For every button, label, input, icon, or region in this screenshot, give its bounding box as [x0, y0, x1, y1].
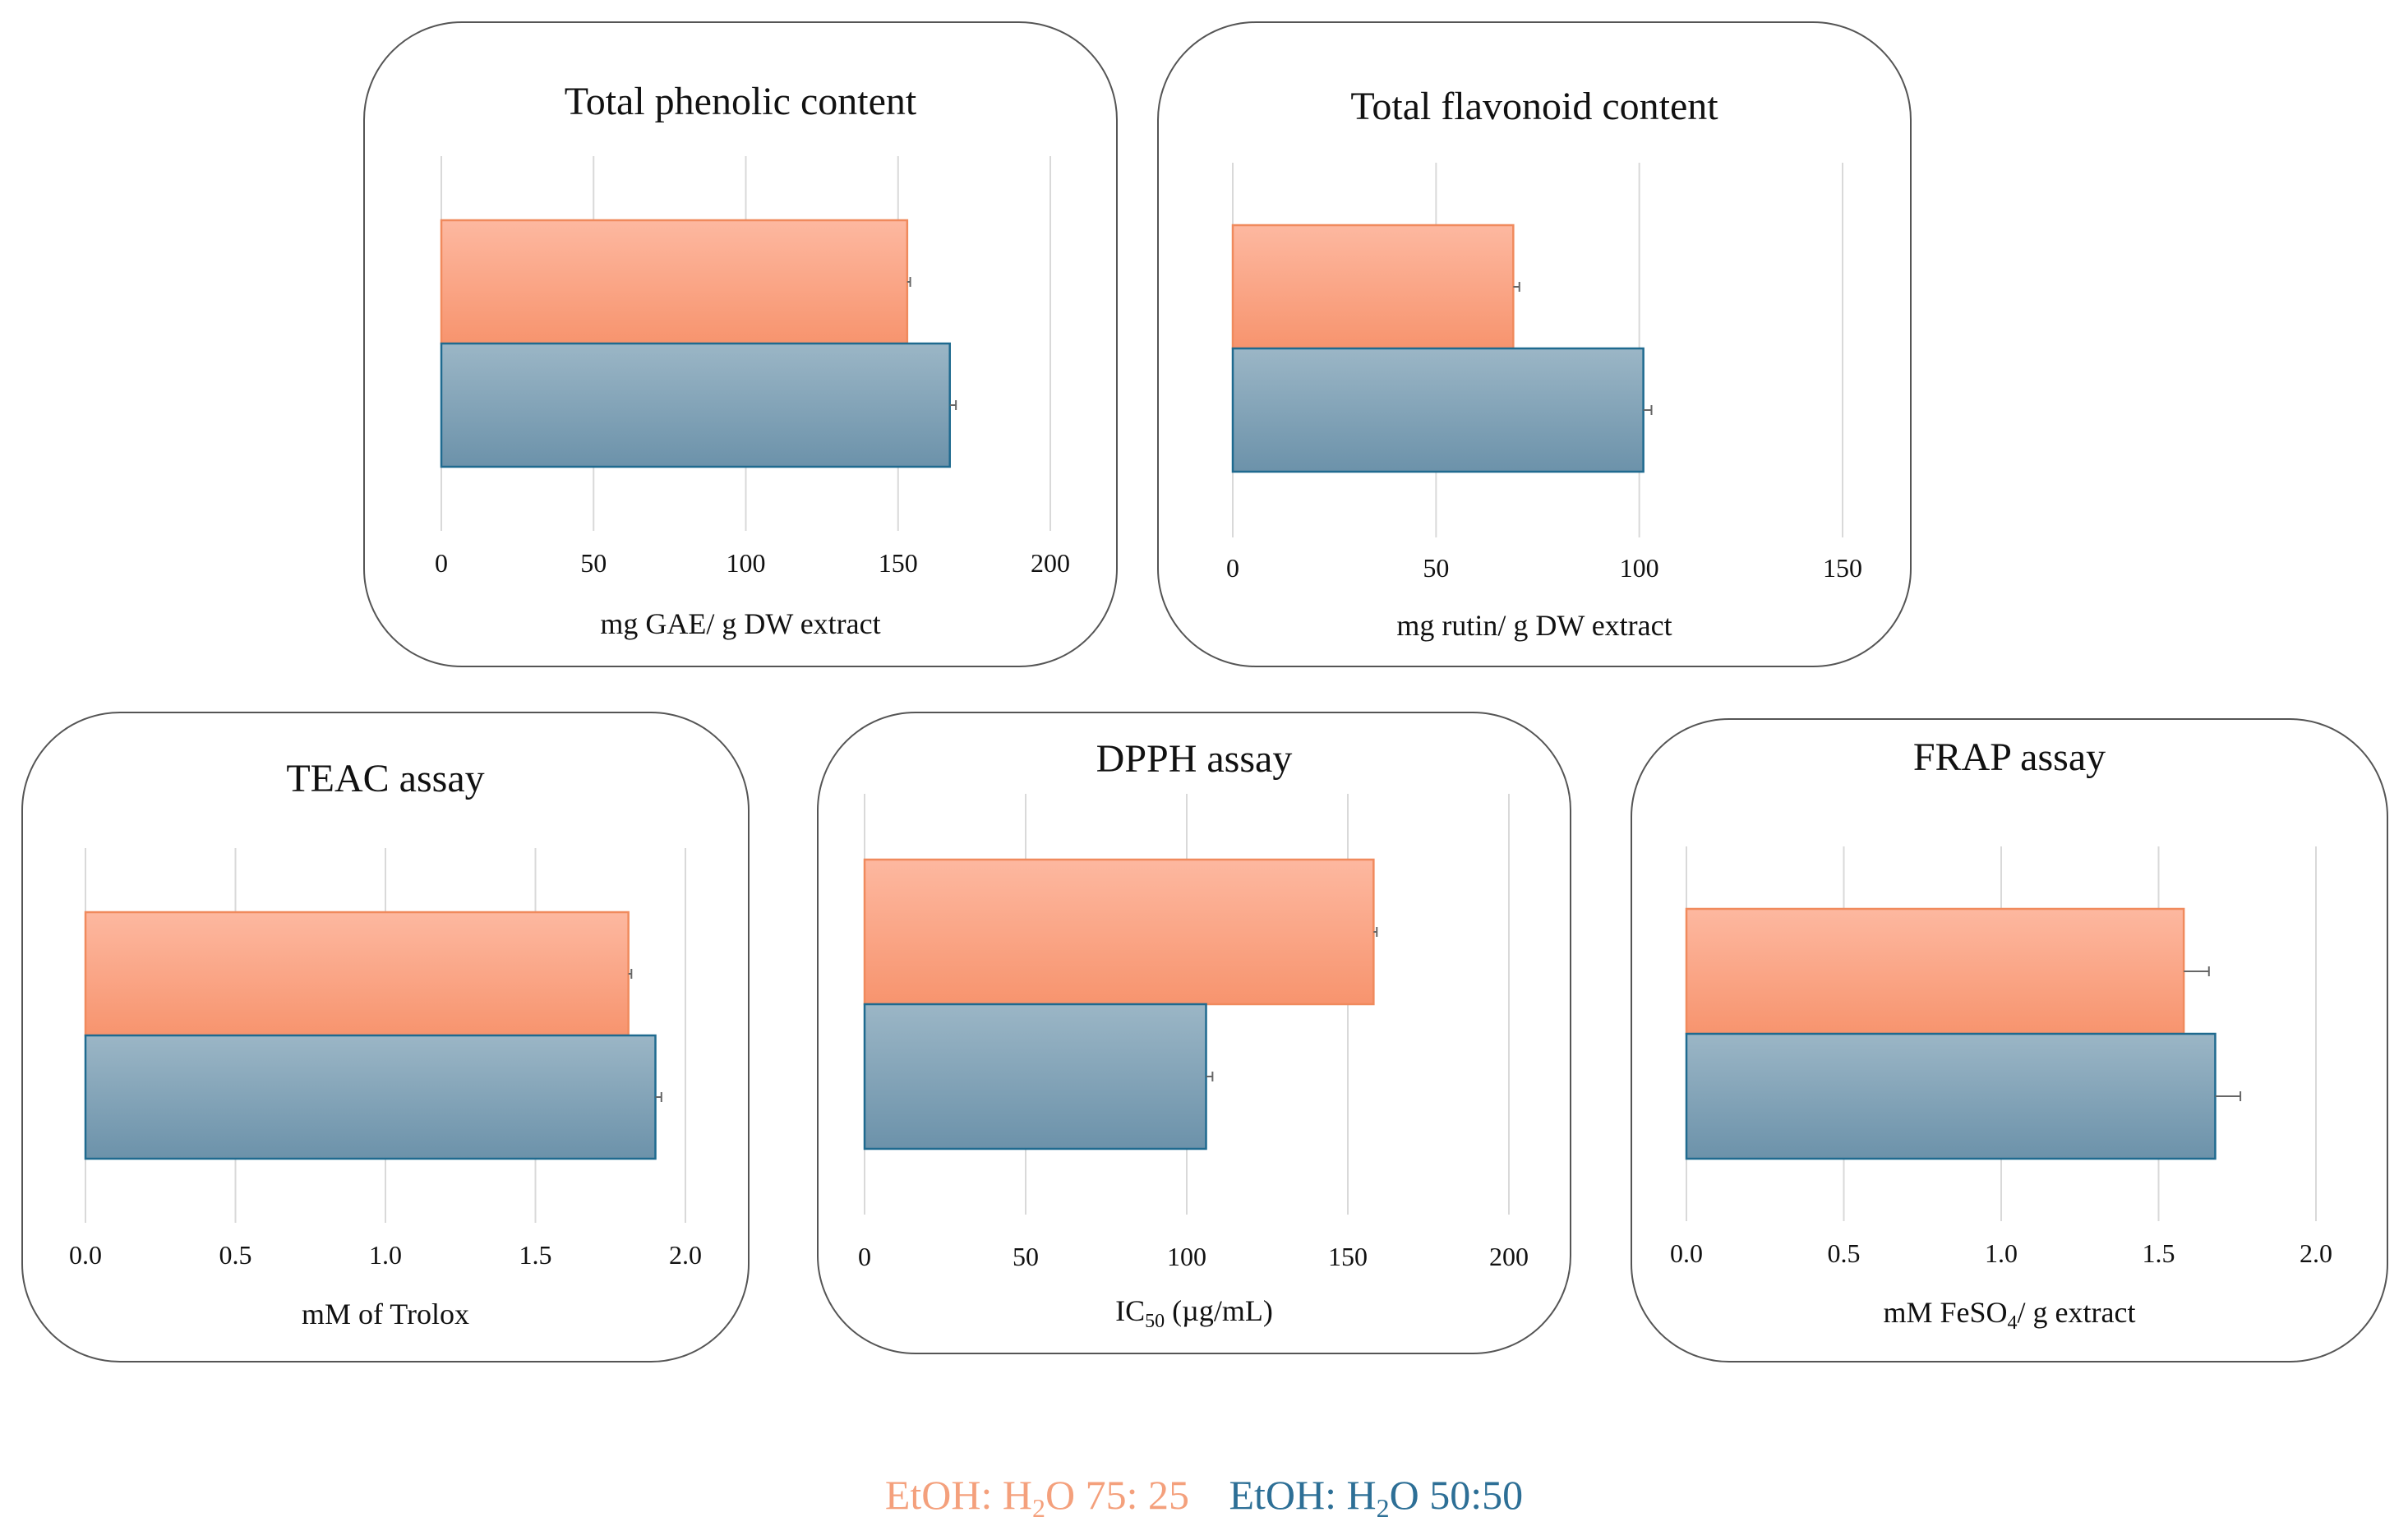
legend-label-suffix: O 50:50 [1389, 1472, 1524, 1518]
chart-title: FRAP assay [1912, 735, 2106, 779]
x-tick-label: 1.5 [519, 1240, 552, 1270]
x-tick-label: 2.0 [669, 1240, 702, 1270]
error-bar [2215, 1091, 2242, 1101]
chart-panel-frap: FRAP assay 0.0 0.5 1.0 1.5 2.0 mM FeSO4/ g e… [1631, 718, 2388, 1362]
x-axis-label: mM FeSO4/ g extract [1632, 1295, 2387, 1333]
x-tick-label: 0 [858, 1242, 871, 1271]
x-tick-label: 0 [1226, 553, 1239, 583]
error-bar [949, 400, 957, 410]
legend-item-etoh-50-50: EtOH: H2O 50:50 [1229, 1472, 1524, 1521]
x-tick-label: 150 [879, 548, 918, 578]
error-bar [1643, 405, 1653, 415]
bar-etoh-75-25 [1685, 907, 2185, 1035]
x-tick-label: 150 [1328, 1242, 1368, 1271]
error-bar [2184, 966, 2210, 976]
error-bar [1206, 1072, 1214, 1081]
x-tick-label: 0.0 [1670, 1238, 1703, 1268]
error-bar [628, 969, 633, 979]
bar-etoh-75-25 [84, 911, 630, 1037]
x-tick-label: 0.5 [1828, 1238, 1861, 1268]
bar-etoh-50-50 [1685, 1032, 2217, 1160]
x-tick-label: 150 [1823, 553, 1862, 583]
x-tick-label: 1.0 [1985, 1238, 2018, 1268]
x-tick-label: 0 [435, 548, 448, 578]
x-axis-label-subscript: 50 [1145, 1311, 1165, 1332]
chart-panel-total-flavonoid: Total flavonoid content 0 50 100 150 mg rut… [1157, 21, 1912, 667]
bar-etoh-50-50 [440, 342, 951, 468]
x-tick-label: 1.5 [2143, 1238, 2175, 1268]
legend-label: EtOH: H [884, 1472, 1032, 1518]
chart-plot: 0 50 100 150 [1226, 163, 1862, 583]
bar-etoh-50-50 [863, 1003, 1207, 1150]
x-tick-label: 200 [1031, 548, 1070, 578]
error-bar [655, 1092, 662, 1102]
x-axis-label: mg rutin/ g DW extract [1396, 609, 1672, 642]
chart-plot: 0.0 0.5 1.0 1.5 2.0 [1670, 846, 2332, 1268]
x-tick-label: 50 [580, 548, 607, 578]
bar-etoh-75-25 [440, 219, 909, 345]
error-bar [906, 277, 911, 287]
x-axis-label: mM of Trolox [301, 1298, 470, 1330]
legend-label-subscript: 2 [1376, 1493, 1390, 1523]
x-axis-label: IC50 (µg/mL) [819, 1293, 1570, 1331]
bar-etoh-50-50 [1231, 347, 1645, 473]
bar-etoh-75-25 [863, 858, 1375, 1006]
x-tick-label: 100 [1620, 553, 1659, 583]
error-bar [1373, 927, 1378, 937]
x-axis-label: mg GAE/ g DW extract [600, 607, 881, 640]
x-tick-label: 2.0 [2300, 1238, 2332, 1268]
x-tick-label: 0.5 [219, 1240, 252, 1270]
bar-etoh-75-25 [1231, 224, 1515, 350]
bar-etoh-50-50 [84, 1034, 657, 1160]
legend-label-subscript: 2 [1032, 1493, 1045, 1523]
chart-panel-total-phenolic: Total phenolic content 0 50 100 150 200 mg G… [363, 21, 1118, 667]
x-tick-label: 0.0 [69, 1240, 102, 1270]
x-tick-label: 50 [1423, 553, 1449, 583]
x-axis-label-main: IC [1115, 1294, 1146, 1327]
x-tick-label: 50 [1013, 1242, 1039, 1271]
x-axis-label-main: mM FeSO [1883, 1296, 2008, 1329]
legend-label: EtOH: H [1229, 1472, 1377, 1518]
x-tick-label: 100 [727, 548, 766, 578]
chart-plot: 0 50 100 150 200 [858, 794, 1529, 1271]
chart-title: Total phenolic content [564, 80, 917, 123]
x-tick-label: 100 [1167, 1242, 1206, 1271]
chart-panel-teac: TEAC assay 0.0 0.5 1.0 1.5 2.0 mM of Trolox [21, 712, 750, 1362]
chart-title: TEAC assay [286, 757, 485, 800]
chart-title: DPPH assay [1096, 737, 1293, 781]
legend-label-suffix: O 75: 25 [1045, 1472, 1189, 1518]
x-axis-label-subscript: 4 [2007, 1312, 2018, 1334]
error-bar [1513, 282, 1520, 292]
chart-title: Total flavonoid content [1350, 85, 1718, 128]
x-tick-label: 200 [1489, 1242, 1529, 1271]
chart-plot: 0.0 0.5 1.0 1.5 2.0 [69, 848, 702, 1270]
chart-legend: EtOH: H2O 75: 25 EtOH: H2O 50:50 [0, 1471, 2408, 1521]
chart-panel-dpph: DPPH assay 0 50 100 150 200 IC50 (µg/mL) [817, 712, 1571, 1354]
legend-item-etoh-75-25: EtOH: H2O 75: 25 [884, 1472, 1189, 1521]
x-tick-label: 1.0 [369, 1240, 402, 1270]
x-axis-label-unit: (µg/mL) [1165, 1294, 1273, 1327]
x-axis-label-unit: / g extract [2017, 1296, 2136, 1329]
chart-plot: 0 50 100 150 200 [435, 156, 1070, 578]
